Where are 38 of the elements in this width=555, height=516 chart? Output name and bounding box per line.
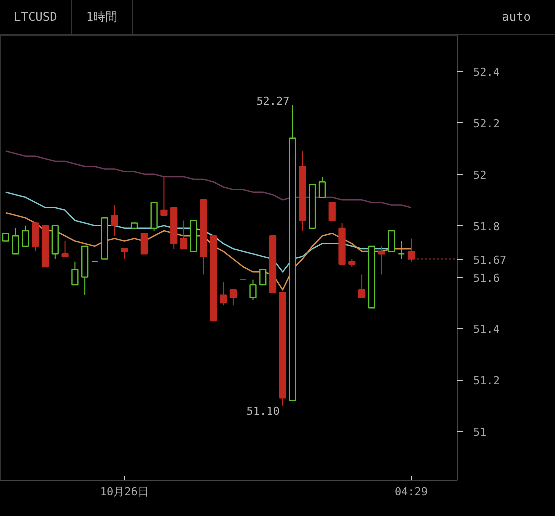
candlestick	[22, 225, 30, 248]
annotation: 51.10	[246, 404, 280, 418]
candlestick	[220, 282, 228, 306]
line-series	[5, 150, 412, 208]
candlestick	[398, 240, 406, 260]
chart-subtitle: 1時間	[72, 0, 133, 35]
text: auto	[501, 10, 532, 24]
candlestick	[230, 290, 238, 306]
candlestick	[140, 232, 148, 255]
candlestick	[388, 230, 396, 252]
y-tick-label: 51.6	[474, 272, 500, 285]
candlestick	[160, 176, 168, 216]
candlestick	[111, 204, 118, 237]
x-tick-label: 04:29	[394, 486, 428, 498]
x-tick-label: 10月26日	[100, 486, 149, 498]
candlestick	[32, 222, 40, 252]
annotation: 52.27	[256, 94, 290, 108]
y-tick-label: 52	[474, 168, 487, 182]
candlestick	[72, 261, 79, 286]
candlestick	[62, 240, 69, 258]
ref-line-label: 51.67	[474, 254, 507, 267]
y-tick-label: 52.4	[474, 66, 500, 80]
candlestick	[250, 279, 257, 301]
y-tick-label: 51.4	[474, 323, 500, 336]
candlestick	[408, 238, 416, 262]
candlestick	[328, 202, 336, 222]
y-tick-label: 51.8	[474, 220, 500, 234]
candlestick	[260, 268, 267, 286]
candlestick	[358, 274, 366, 298]
candlestick	[318, 176, 326, 198]
y-tick-label: 51.2	[474, 374, 500, 388]
candlestick	[121, 248, 128, 260]
candlestick	[12, 228, 20, 255]
candlestick	[378, 246, 386, 276]
chart-title: LTCUSD	[0, 0, 72, 35]
y-tick-label: 51	[474, 426, 487, 440]
candlestick	[180, 220, 188, 250]
y-tick-label: 52.2	[474, 117, 500, 130]
